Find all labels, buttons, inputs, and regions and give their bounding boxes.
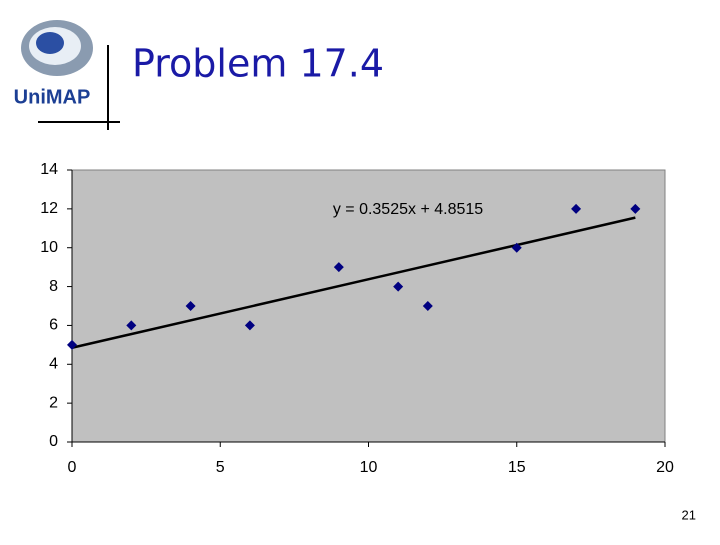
logo: UniMAP	[14, 20, 93, 108]
plot-area	[71, 169, 666, 443]
x-tick-label: 20	[656, 459, 674, 476]
data-point	[185, 301, 196, 311]
trendline	[71, 216, 636, 349]
y-tick-label: 14	[40, 161, 58, 178]
x-tick-label: 0	[68, 459, 77, 476]
data-point	[333, 262, 344, 273]
data-point	[67, 339, 77, 350]
x-tick-label: 15	[508, 459, 526, 476]
trendline-label: y = 0.3525x + 4.8515	[333, 201, 483, 218]
logo-core	[36, 32, 64, 54]
y-tick-label: 4	[49, 356, 58, 373]
data-point	[244, 320, 255, 331]
slide-title: Problem 17.4	[132, 42, 384, 86]
data-point	[511, 242, 522, 253]
logo-text: UniMAP	[14, 86, 91, 108]
y-tick-label: 2	[49, 394, 58, 411]
x-tick-label: 10	[360, 459, 378, 476]
data-point	[630, 203, 641, 214]
page-number: 21	[682, 507, 696, 522]
data-point	[126, 320, 137, 331]
y-tick-label: 10	[40, 239, 58, 256]
chart: 0 2 4 6 8 10 12 14 0 5 10 15 20 y = 0.3525x + 4.8515	[40, 161, 674, 476]
y-tick-label: 0	[49, 433, 58, 450]
y-tick-label: 6	[49, 317, 58, 334]
data-point	[393, 281, 404, 292]
data-point	[422, 301, 433, 311]
data-point	[571, 203, 582, 214]
y-tick-label: 8	[49, 278, 58, 295]
y-tick-label: 12	[40, 200, 58, 217]
x-tick-label: 5	[216, 459, 225, 476]
